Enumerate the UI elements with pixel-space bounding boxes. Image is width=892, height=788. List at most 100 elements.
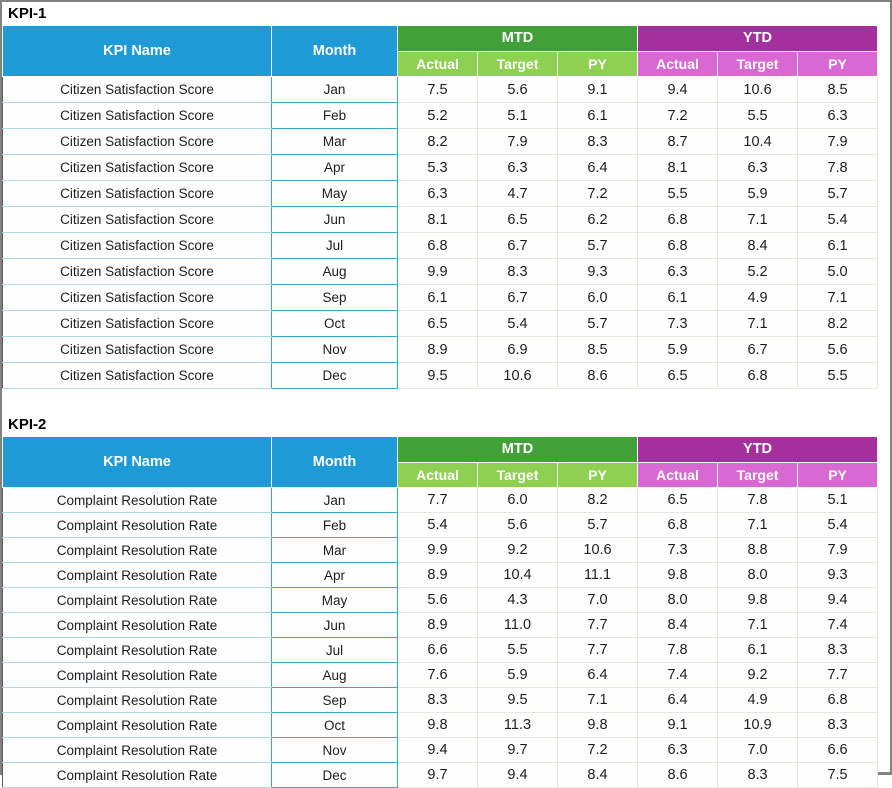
ytd-py-cell: 9.4 (797, 587, 879, 613)
ytd-target-cell: 7.0 (717, 737, 799, 763)
kpi-name-cell: Citizen Satisfaction Score (2, 128, 272, 155)
mtd-actual-cell: 6.6 (397, 637, 478, 663)
table-row: Complaint Resolution Rate Apr 8.9 10.4 1… (2, 562, 879, 588)
table-row: Citizen Satisfaction Score Sep 6.1 6.7 6… (2, 284, 879, 311)
kpi-name-cell: Complaint Resolution Rate (2, 537, 272, 563)
month-cell: Mar (271, 128, 398, 155)
mtd-py-cell: 8.4 (556, 762, 639, 788)
mtd-py-header: PY (556, 50, 639, 77)
ytd-actual-cell: 6.5 (637, 487, 719, 513)
kpi-name-cell: Citizen Satisfaction Score (2, 310, 272, 337)
month-cell: Sep (271, 284, 398, 311)
ytd-target-cell: 6.8 (717, 362, 799, 389)
mtd-py-cell: 10.6 (556, 537, 639, 563)
mtd-actual-cell: 7.5 (397, 76, 478, 103)
ytd-target-cell: 7.1 (717, 612, 799, 638)
ytd-py-cell: 6.6 (797, 737, 879, 763)
mtd-target-cell: 10.4 (477, 562, 558, 588)
table-row: Citizen Satisfaction Score Jul 6.8 6.7 5… (2, 232, 879, 259)
table-row: Complaint Resolution Rate Feb 5.4 5.6 5.… (2, 512, 879, 538)
ytd-py-cell: 5.5 (797, 362, 879, 389)
ytd-target-cell: 9.8 (717, 587, 799, 613)
mtd-target-cell: 5.6 (477, 512, 558, 538)
kpi-name-cell: Citizen Satisfaction Score (2, 206, 272, 233)
mtd-target-cell: 9.5 (477, 687, 558, 713)
kpi-name-cell: Complaint Resolution Rate (2, 662, 272, 688)
mtd-target-cell: 6.0 (477, 487, 558, 513)
mtd-actual-header: Actual (397, 461, 478, 488)
table-row: Citizen Satisfaction Score Aug 9.9 8.3 9… (2, 258, 879, 285)
table-row: Complaint Resolution Rate Nov 9.4 9.7 7.… (2, 737, 879, 763)
ytd-target-cell: 4.9 (717, 687, 799, 713)
month-cell: Apr (271, 154, 398, 181)
ytd-py-cell: 7.1 (797, 284, 879, 311)
ytd-actual-cell: 6.3 (637, 737, 719, 763)
mtd-actual-cell: 7.6 (397, 662, 478, 688)
month-cell: Mar (271, 537, 398, 563)
kpi-name-cell: Complaint Resolution Rate (2, 587, 272, 613)
mtd-actual-cell: 8.9 (397, 612, 478, 638)
mtd-actual-cell: 8.3 (397, 687, 478, 713)
mtd-py-cell: 5.7 (556, 512, 639, 538)
ytd-actual-cell: 6.5 (637, 362, 719, 389)
ytd-target-cell: 7.1 (717, 206, 799, 233)
mtd-target-cell: 4.3 (477, 587, 558, 613)
mtd-target-cell: 9.2 (477, 537, 558, 563)
ytd-target-cell: 5.9 (717, 180, 799, 207)
kpi-name-cell: Citizen Satisfaction Score (2, 232, 272, 259)
kpi-2-title: KPI-2 (8, 416, 47, 433)
mtd-actual-cell: 6.8 (397, 232, 478, 259)
kpi-name-cell: Complaint Resolution Rate (2, 687, 272, 713)
kpi-name-cell: Citizen Satisfaction Score (2, 258, 272, 285)
ytd-py-cell: 5.6 (797, 336, 879, 363)
mtd-py-cell: 8.2 (556, 487, 639, 513)
mtd-target-cell: 6.7 (477, 232, 558, 259)
month-cell: Aug (271, 258, 398, 285)
month-cell: Feb (271, 512, 398, 538)
mtd-target-cell: 5.5 (477, 637, 558, 663)
ytd-actual-cell: 6.1 (637, 284, 719, 311)
ytd-py-cell: 6.1 (797, 232, 879, 259)
ytd-py-cell: 8.5 (797, 76, 879, 103)
month-cell: Oct (271, 712, 398, 738)
kpi-2-table-header: KPI Name Month MTD YTD Actual Target PY … (2, 436, 879, 488)
mtd-py-cell: 7.2 (556, 737, 639, 763)
mtd-actual-cell: 8.9 (397, 562, 478, 588)
ytd-actual-header: Actual (637, 50, 719, 77)
ytd-py-header: PY (797, 461, 879, 488)
month-cell: Oct (271, 310, 398, 337)
table-row: Complaint Resolution Rate Oct 9.8 11.3 9… (2, 712, 879, 738)
mtd-target-cell: 5.9 (477, 662, 558, 688)
month-column-header: Month (271, 25, 398, 77)
ytd-actual-cell: 6.8 (637, 232, 719, 259)
ytd-target-cell: 9.2 (717, 662, 799, 688)
month-cell: Nov (271, 737, 398, 763)
mtd-target-cell: 6.3 (477, 154, 558, 181)
ytd-target-cell: 8.3 (717, 762, 799, 788)
ytd-target-cell: 6.1 (717, 637, 799, 663)
month-cell: May (271, 180, 398, 207)
kpi-2-section: KPI-2 KPI Name Month MTD YTD Actual Targ… (2, 413, 890, 788)
ytd-target-cell: 7.1 (717, 512, 799, 538)
kpi-1-section: KPI-1 KPI Name Month MTD YTD Actual Targ… (2, 2, 890, 389)
mtd-py-cell: 8.6 (556, 362, 639, 389)
table-row: Complaint Resolution Rate Mar 9.9 9.2 10… (2, 537, 879, 563)
kpi-name-column-header: KPI Name (2, 25, 272, 77)
ytd-target-cell: 8.4 (717, 232, 799, 259)
kpi-name-cell: Complaint Resolution Rate (2, 612, 272, 638)
kpi-name-cell: Complaint Resolution Rate (2, 487, 272, 513)
mtd-py-header: PY (556, 461, 639, 488)
ytd-actual-cell: 7.3 (637, 537, 719, 563)
kpi-name-column-header: KPI Name (2, 436, 272, 488)
mtd-target-cell: 6.7 (477, 284, 558, 311)
mtd-target-cell: 5.6 (477, 76, 558, 103)
mtd-py-cell: 7.7 (556, 612, 639, 638)
month-cell: Apr (271, 562, 398, 588)
mtd-actual-cell: 9.9 (397, 537, 478, 563)
ytd-target-cell: 5.5 (717, 102, 799, 129)
kpi-name-cell: Citizen Satisfaction Score (2, 154, 272, 181)
table-row: Citizen Satisfaction Score Jun 8.1 6.5 6… (2, 206, 879, 233)
ytd-py-cell: 7.5 (797, 762, 879, 788)
month-cell: Jun (271, 612, 398, 638)
mtd-actual-cell: 5.2 (397, 102, 478, 129)
